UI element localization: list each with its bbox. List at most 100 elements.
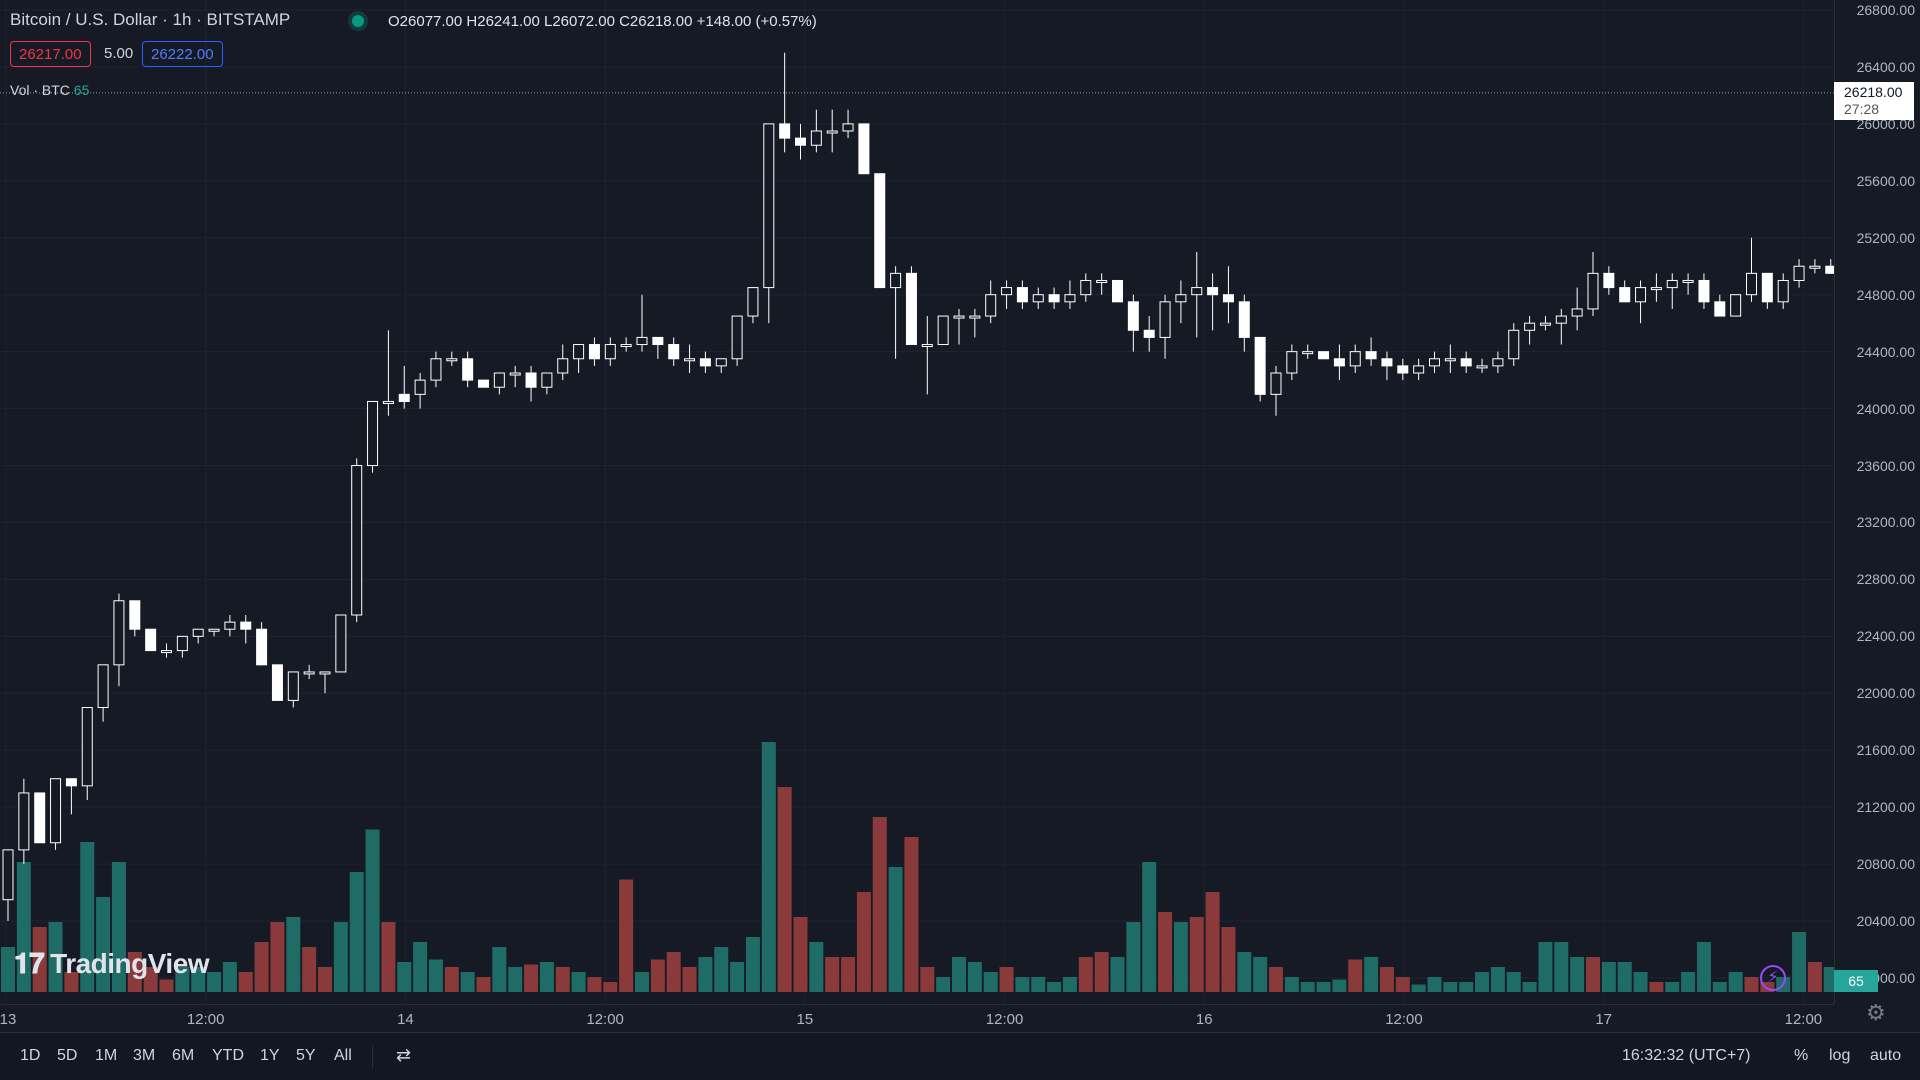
chart-area[interactable]: Bitcoin / U.S. Dollar · 1h · BITSTAMP O2…: [0, 0, 1834, 1004]
candle-body: [1016, 287, 1028, 303]
volume-bar: [222, 962, 237, 992]
candle-body: [1698, 279, 1710, 303]
volume-bar: [603, 982, 618, 992]
volume-bar: [111, 862, 126, 992]
candle-body: [1286, 351, 1298, 374]
candle-body: [1064, 294, 1076, 303]
volume-bar: [1506, 972, 1521, 992]
volume-bar: [1411, 984, 1426, 992]
price-tick-label: 21600.00: [1856, 742, 1915, 759]
candle-body: [1349, 351, 1361, 367]
volume-bar: [1348, 959, 1363, 992]
volume-bar: [682, 967, 697, 992]
volume-bar: [1221, 927, 1236, 992]
lightning-icon[interactable]: ⚡: [1760, 965, 1786, 991]
candle-body: [1080, 279, 1092, 296]
timeframe-3m[interactable]: 3M: [133, 1047, 156, 1064]
candle-body: [747, 287, 759, 317]
candle-body: [414, 379, 426, 395]
toolbar-divider: [372, 1045, 373, 1069]
volume-bar: [555, 967, 570, 992]
volume-bar: [428, 959, 443, 992]
candle-body: [367, 400, 379, 467]
volume-bar: [1142, 862, 1157, 992]
candle-body: [1270, 372, 1282, 395]
time-tick-label: 12:00: [186, 1011, 225, 1028]
volume-bar: [967, 962, 982, 992]
candle-body: [1603, 272, 1615, 289]
candle-body: [446, 358, 458, 362]
volume-bar: [1554, 942, 1569, 992]
auto-toggle[interactable]: auto: [1870, 1047, 1902, 1064]
close-value: 26218.00: [629, 13, 693, 30]
sell-button[interactable]: 26217.00: [10, 41, 91, 67]
volume-legend[interactable]: Vol · BTC 65: [10, 82, 89, 98]
tradingview-logo[interactable]: 𝟏𝟕 TradingView: [14, 948, 210, 981]
volume-bar: [48, 922, 63, 992]
volume-bar: [238, 972, 253, 992]
last-price-tag: 26218.00 27:28: [1834, 81, 1914, 120]
price-axis[interactable]: 26800.00 26400.00 26000.00 25600.00 25200.00…: [1834, 0, 1920, 1004]
tradingview-logo-icon: 𝟏𝟕: [14, 948, 45, 979]
price-tick-label: 22400.00: [1856, 628, 1915, 645]
volume-bar: [333, 922, 348, 992]
volume-bar: [143, 967, 158, 992]
candle-body: [636, 336, 648, 346]
volume-bar: [492, 947, 507, 992]
price-tick-label: 20800.00: [1856, 856, 1915, 873]
volume-bar: [1158, 912, 1173, 992]
candle-body: [1175, 294, 1187, 303]
buy-button[interactable]: 26222.00: [142, 41, 223, 67]
time-axis[interactable]: 13 12:00 14 12:00 15 12:00 16 12:00 17 12:00: [0, 1004, 1834, 1033]
candle-body: [1048, 294, 1060, 303]
date-range-icon[interactable]: ⇄: [396, 1045, 412, 1065]
volume-bar: [539, 962, 554, 992]
timeframe-1m[interactable]: 1M: [95, 1047, 118, 1064]
volume-bar: [714, 947, 729, 992]
candle-body: [176, 635, 188, 652]
candlestick-series: [2, 52, 1834, 922]
candle-body: [1587, 272, 1599, 310]
symbol-title[interactable]: Bitcoin / U.S. Dollar · 1h · BITSTAMP: [10, 10, 291, 29]
volume-bar: [920, 967, 935, 992]
candle-body: [462, 358, 474, 381]
candle-body: [1730, 294, 1742, 317]
volume-bar: [1649, 982, 1664, 992]
volume-bar: [571, 972, 586, 992]
time-tick-label: 12:00: [1784, 1011, 1823, 1028]
volume-bar: [365, 829, 380, 992]
volume-bar: [191, 967, 206, 992]
candle-body: [1112, 279, 1123, 303]
gear-icon[interactable]: ⚙: [1866, 1000, 1886, 1025]
candle-body: [34, 792, 46, 844]
clock-timezone[interactable]: 16:32:32 (UTC+7): [1622, 1047, 1751, 1064]
market-status-dot[interactable]: [352, 15, 364, 27]
volume-bar: [413, 942, 428, 992]
candle-body: [1746, 272, 1757, 296]
timeframe-1d[interactable]: 1D: [20, 1047, 41, 1064]
volume-bar: [793, 917, 808, 992]
timeframe-5d[interactable]: 5D: [57, 1047, 78, 1064]
log-toggle[interactable]: log: [1829, 1047, 1851, 1064]
candle-body: [905, 272, 917, 346]
volume-bar: [1792, 932, 1807, 992]
timeframe-6m[interactable]: 6M: [172, 1047, 195, 1064]
change-value: +148.00 (+0.57%): [696, 13, 817, 30]
volume-bar: [1237, 952, 1252, 992]
timeframe-all[interactable]: All: [334, 1047, 352, 1064]
volume-bar: [64, 972, 79, 992]
timeframe-1y[interactable]: 1Y: [260, 1047, 280, 1064]
volume-bar: [1696, 942, 1711, 992]
candle-body: [620, 344, 632, 348]
timeframe-5y[interactable]: 5Y: [296, 1047, 316, 1064]
candle-body: [1650, 287, 1662, 291]
volume-bar: [1459, 982, 1474, 992]
price-chart[interactable]: [0, 0, 1834, 1004]
volume-bar: [888, 867, 903, 992]
candle-body: [652, 336, 664, 346]
timeframe-ytd[interactable]: YTD: [212, 1047, 244, 1064]
percent-toggle[interactable]: %: [1794, 1047, 1809, 1064]
volume-bar: [1522, 982, 1537, 992]
candle-body: [430, 358, 442, 381]
candle-body: [810, 130, 822, 146]
